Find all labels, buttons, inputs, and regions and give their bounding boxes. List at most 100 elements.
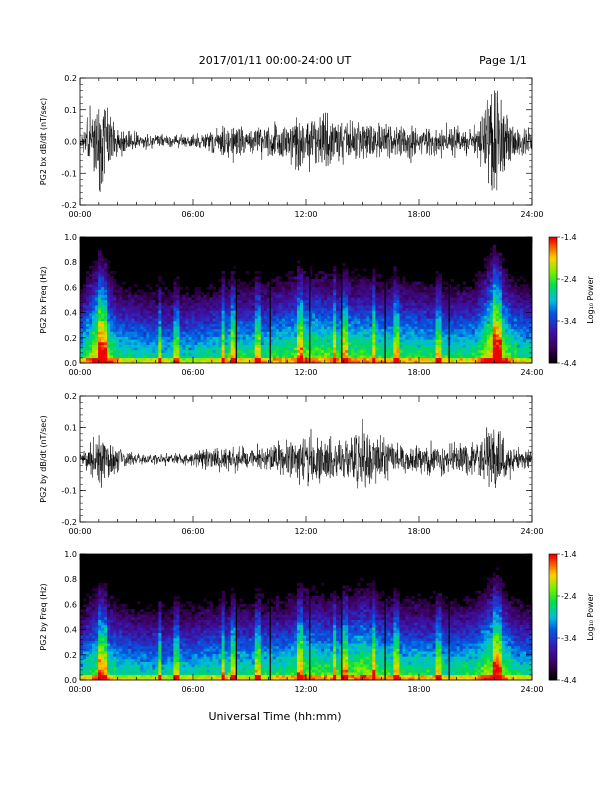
- heatmap-cell: [294, 311, 297, 314]
- heatmap-cell: [131, 332, 134, 335]
- heatmap-cell: [342, 300, 345, 303]
- heatmap-cell: [363, 297, 366, 300]
- heatmap-cell: [433, 350, 436, 353]
- heatmap-cell: [89, 337, 92, 340]
- heatmap-cell: [469, 339, 472, 342]
- heatmap-cell: [264, 318, 267, 321]
- heatmap-cell: [354, 297, 357, 300]
- heatmap-cell: [204, 339, 207, 342]
- heatmap-cell: [351, 358, 354, 361]
- heatmap-cell: [291, 345, 294, 348]
- heatmap-cell: [89, 274, 92, 277]
- heatmap-cell: [282, 290, 285, 293]
- heatmap-cell: [282, 342, 285, 345]
- heatmap-cell: [469, 353, 472, 356]
- heatmap-cell: [110, 345, 113, 348]
- heatmap-cell: [514, 308, 517, 311]
- heatmap-cell: [207, 329, 210, 332]
- heatmap-cell: [399, 308, 402, 311]
- heatmap-cell: [158, 339, 161, 342]
- heatmap-cell: [98, 284, 101, 287]
- heatmap-cell: [131, 300, 134, 303]
- heatmap-cell: [149, 334, 152, 337]
- heatmap-cell: [372, 324, 375, 327]
- heatmap-cell: [499, 316, 502, 319]
- heatmap-cell: [252, 337, 255, 340]
- heatmap-cell: [469, 297, 472, 300]
- heatmap-cell: [505, 347, 508, 350]
- heatmap-cell: [155, 332, 158, 335]
- heatmap-cell: [164, 342, 167, 345]
- heatmap-cell: [255, 311, 258, 314]
- heatmap-cell: [110, 358, 113, 361]
- heatmap-cell: [101, 347, 104, 350]
- heatmap-cell: [119, 311, 122, 314]
- heatmap-cell: [505, 358, 508, 361]
- heatmap-cell: [128, 311, 131, 314]
- heatmap-cell: [170, 337, 173, 340]
- heatmap-cell: [427, 311, 430, 314]
- heatmap-cell: [258, 271, 261, 274]
- heatmap-cell: [291, 305, 294, 308]
- heatmap-cell: [484, 337, 487, 340]
- heatmap-cell: [207, 353, 210, 356]
- heatmap-cell: [285, 300, 288, 303]
- heatmap-cell: [499, 279, 502, 282]
- heatmap-cell: [511, 276, 514, 279]
- heatmap-cell: [179, 311, 182, 314]
- heatmap-cell: [517, 287, 520, 290]
- heatmap-cell: [318, 321, 321, 324]
- heatmap-cell: [496, 318, 499, 321]
- heatmap-cell: [366, 321, 369, 324]
- heatmap-cell: [149, 292, 152, 295]
- heatmap-cell: [149, 287, 152, 290]
- heatmap-cell: [372, 350, 375, 353]
- heatmap-cell: [176, 345, 179, 348]
- heatmap-cell: [246, 321, 249, 324]
- heatmap-cell: [387, 324, 390, 327]
- heatmap-cell: [393, 353, 396, 356]
- heatmap-cell: [240, 332, 243, 335]
- heatmap-cell: [421, 316, 424, 319]
- heatmap-cell: [240, 337, 243, 340]
- heatmap-cell: [487, 287, 490, 290]
- heatmap-cell: [433, 339, 436, 342]
- heatmap-cell: [493, 297, 496, 300]
- heatmap-cell: [523, 300, 526, 303]
- heatmap-cell: [381, 332, 384, 335]
- heatmap-cell: [249, 353, 252, 356]
- heatmap-cell: [321, 339, 324, 342]
- heatmap-cell: [454, 334, 457, 337]
- heatmap-cell: [502, 276, 505, 279]
- heatmap-cell: [210, 334, 213, 337]
- heatmap-cell: [255, 318, 258, 321]
- heatmap-cell: [312, 358, 315, 361]
- heatmap-cell: [273, 300, 276, 303]
- heatmap-cell: [276, 329, 279, 332]
- heatmap-cell: [430, 339, 433, 342]
- heatmap-cell: [463, 342, 466, 345]
- heatmap-cell: [170, 321, 173, 324]
- heatmap-cell: [179, 295, 182, 298]
- heatmap-cell: [375, 337, 378, 340]
- x-tick-label: 06:00: [181, 368, 204, 377]
- heatmap-cell: [424, 316, 427, 319]
- heatmap-cell: [390, 308, 393, 311]
- heatmap-cell: [86, 295, 89, 298]
- heatmap-cell: [92, 297, 95, 300]
- heatmap-cell: [225, 334, 228, 337]
- heatmap-cell: [201, 350, 204, 353]
- heatmap-cell: [520, 342, 523, 345]
- heatmap-cell: [490, 284, 493, 287]
- heatmap-cell: [436, 324, 439, 327]
- heatmap-cell: [502, 274, 505, 277]
- heatmap-cell: [291, 282, 294, 285]
- heatmap-cell: [86, 337, 89, 340]
- heatmap-cell: [315, 287, 318, 290]
- heatmap-cell: [321, 287, 324, 290]
- heatmap-cell: [363, 350, 366, 353]
- heatmap-cell: [92, 313, 95, 316]
- heatmap-cell: [333, 274, 336, 277]
- heatmap-cell: [375, 345, 378, 348]
